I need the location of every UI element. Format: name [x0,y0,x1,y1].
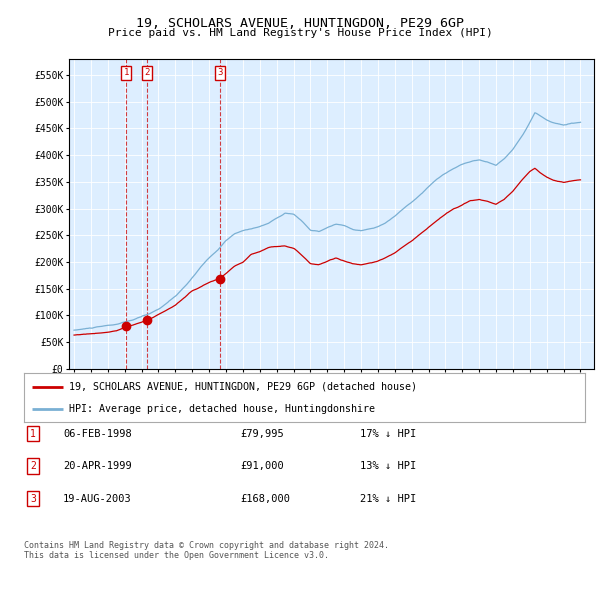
Text: Contains HM Land Registry data © Crown copyright and database right 2024.: Contains HM Land Registry data © Crown c… [24,541,389,550]
Text: £79,995: £79,995 [240,429,284,438]
Text: £168,000: £168,000 [240,494,290,503]
Text: 2: 2 [30,461,36,471]
Text: 3: 3 [217,68,223,77]
Text: 2: 2 [144,68,149,77]
Text: £91,000: £91,000 [240,461,284,471]
Text: HPI: Average price, detached house, Huntingdonshire: HPI: Average price, detached house, Hunt… [69,404,375,414]
Text: 19-AUG-2003: 19-AUG-2003 [63,494,132,503]
Text: 19, SCHOLARS AVENUE, HUNTINGDON, PE29 6GP (detached house): 19, SCHOLARS AVENUE, HUNTINGDON, PE29 6G… [69,382,417,392]
Text: 19, SCHOLARS AVENUE, HUNTINGDON, PE29 6GP: 19, SCHOLARS AVENUE, HUNTINGDON, PE29 6G… [136,17,464,30]
Text: 20-APR-1999: 20-APR-1999 [63,461,132,471]
Text: 06-FEB-1998: 06-FEB-1998 [63,429,132,438]
Text: 21% ↓ HPI: 21% ↓ HPI [360,494,416,503]
Text: 1: 1 [124,68,129,77]
Text: Price paid vs. HM Land Registry's House Price Index (HPI): Price paid vs. HM Land Registry's House … [107,28,493,38]
Text: 1: 1 [30,429,36,438]
Text: 17% ↓ HPI: 17% ↓ HPI [360,429,416,438]
Text: 13% ↓ HPI: 13% ↓ HPI [360,461,416,471]
Text: 3: 3 [30,494,36,503]
Text: This data is licensed under the Open Government Licence v3.0.: This data is licensed under the Open Gov… [24,552,329,560]
